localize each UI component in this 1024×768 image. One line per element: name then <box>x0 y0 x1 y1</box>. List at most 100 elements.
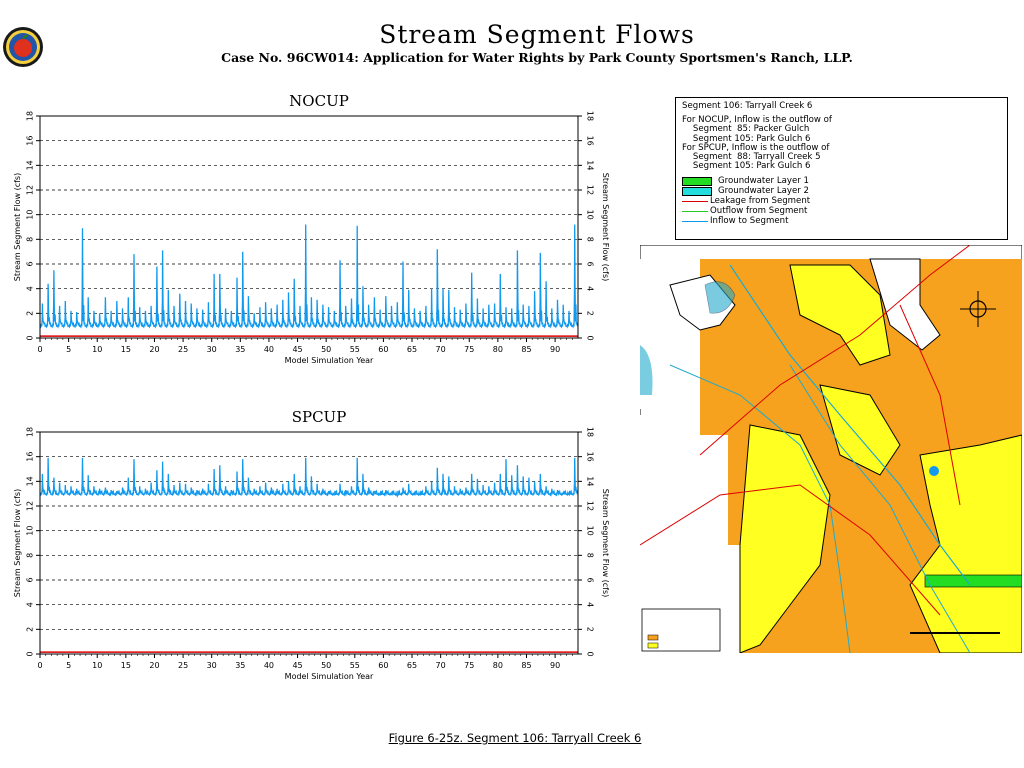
x-tick-label: 70 <box>436 345 446 354</box>
x-tick-label: 10 <box>92 661 102 670</box>
x-tick-label: 75 <box>464 661 474 670</box>
y-tick-label: 14 <box>26 160 35 170</box>
legend-text-line: Segment 105: Park Gulch 6 <box>682 133 811 144</box>
legend-swatch <box>682 210 708 212</box>
x-tick-label: 0 <box>37 345 42 354</box>
x-tick-label: 80 <box>493 661 503 670</box>
figure-caption: Figure 6-25z. Segment 106: Tarryall Cree… <box>388 731 642 745</box>
x-tick-label: 75 <box>464 345 474 354</box>
segment-legend: Segment 106: Tarryall Creek 6 For NOCUP, … <box>675 97 1008 240</box>
y-tick-label: 16 <box>26 452 35 462</box>
legend-item: Groundwater Layer 1 <box>682 176 1001 186</box>
x-tick-label: 5 <box>66 345 71 354</box>
x-tick-label: 50 <box>321 661 331 670</box>
x-tick-label: 25 <box>178 661 188 670</box>
inflow-series-line <box>39 457 579 498</box>
x-tick-label: 40 <box>264 345 274 354</box>
legend-label: Groundwater Layer 2 <box>718 185 809 196</box>
legend-item: Groundwater Layer 2 <box>682 186 1001 196</box>
inflow-series-line <box>39 224 579 329</box>
x-axis-label: Model Simulation Year <box>285 672 374 681</box>
x-axis-label: Model Simulation Year <box>285 356 374 365</box>
y-tick-label: 12 <box>26 185 35 195</box>
x-tick-label: 50 <box>321 345 331 354</box>
x-tick-label: 30 <box>207 661 217 670</box>
x-tick-label: 90 <box>550 661 560 670</box>
y2-tick-label: 8 <box>586 237 595 242</box>
legend-item: Leakage from Segment <box>682 196 1001 206</box>
x-tick-label: 60 <box>378 661 388 670</box>
x-tick-label: 15 <box>121 661 131 670</box>
y-tick-label: 16 <box>26 136 35 146</box>
y2-tick-label: 14 <box>586 476 595 486</box>
y2-tick-label: 14 <box>586 160 595 170</box>
legend-swatch <box>682 200 708 202</box>
y-tick-label: 14 <box>26 476 35 486</box>
x-tick-label: 5 <box>66 661 71 670</box>
y2-axis-label: Stream Segment Flow (cfs) <box>601 173 610 281</box>
y2-tick-label: 8 <box>586 553 595 558</box>
x-tick-label: 25 <box>178 345 188 354</box>
legend-item: Inflow to Segment <box>682 216 1001 226</box>
y-tick-label: 0 <box>26 651 35 656</box>
y-tick-label: 6 <box>26 577 35 582</box>
y-tick-label: 18 <box>26 427 35 437</box>
y2-tick-label: 16 <box>586 452 595 462</box>
x-tick-label: 35 <box>235 661 245 670</box>
y-axis-label: Stream Segment Flow (cfs) <box>13 489 22 597</box>
y-tick-label: 0 <box>26 335 35 340</box>
x-tick-label: 70 <box>436 661 446 670</box>
legend-text-line: Segment 88: Tarryall Creek 5 <box>682 152 821 163</box>
legend-text-line: Segment 105: Park Gulch 6 <box>682 161 811 172</box>
y2-axis-label: Stream Segment Flow (cfs) <box>601 489 610 597</box>
x-tick-label: 80 <box>493 345 503 354</box>
y2-tick-label: 18 <box>586 111 595 121</box>
x-tick-label: 15 <box>121 345 131 354</box>
x-tick-label: 40 <box>264 661 274 670</box>
y2-tick-label: 12 <box>586 501 595 511</box>
x-tick-label: 45 <box>292 661 302 670</box>
y2-tick-label: 2 <box>586 311 595 316</box>
segment-location-map <box>640 245 1022 653</box>
y2-tick-label: 2 <box>586 627 595 632</box>
page-title: Stream Segment Flows <box>379 20 695 49</box>
y2-tick-label: 12 <box>586 185 595 195</box>
x-tick-label: 90 <box>550 345 560 354</box>
legend-label: Leakage from Segment <box>710 195 811 206</box>
y-axis-label: Stream Segment Flow (cfs) <box>13 173 22 281</box>
x-tick-label: 30 <box>207 345 217 354</box>
y-tick-label: 8 <box>26 237 35 242</box>
x-tick-label: 65 <box>407 345 417 354</box>
chart-title: NOCUP <box>289 92 349 110</box>
x-tick-label: 85 <box>521 345 531 354</box>
y2-tick-label: 0 <box>586 335 595 340</box>
y2-tick-label: 4 <box>586 286 595 291</box>
y2-tick-label: 18 <box>586 427 595 437</box>
page-subtitle: Case No. 96CW014: Application for Water … <box>221 50 853 65</box>
legend-text-line: For SPCUP, Inflow is the outflow of <box>682 142 830 153</box>
plot-frame <box>39 115 579 339</box>
x-tick-label: 60 <box>378 345 388 354</box>
plot-frame <box>39 431 579 655</box>
x-tick-label: 10 <box>92 345 102 354</box>
legend-item: Outflow from Segment <box>682 206 1001 216</box>
x-tick-label: 55 <box>350 661 360 670</box>
x-tick-label: 55 <box>350 345 360 354</box>
y-tick-label: 6 <box>26 261 35 266</box>
y-tick-label: 8 <box>26 553 35 558</box>
y-tick-label: 10 <box>26 210 35 220</box>
y2-tick-label: 0 <box>586 651 595 656</box>
legend-label: Outflow from Segment <box>710 205 808 216</box>
chart-title: SPCUP <box>292 408 347 426</box>
legend-label: Groundwater Layer 1 <box>718 175 809 186</box>
legend-swatch <box>682 220 708 222</box>
y-tick-label: 18 <box>26 111 35 121</box>
legend-text-line: Segment 106: Tarryall Creek 6 <box>682 101 813 111</box>
x-tick-label: 35 <box>235 345 245 354</box>
y-tick-label: 4 <box>26 602 35 607</box>
legend-swatch <box>682 176 712 186</box>
y-tick-label: 10 <box>26 526 35 536</box>
legend-label: Inflow to Segment <box>710 215 789 226</box>
x-tick-label: 20 <box>149 345 159 354</box>
